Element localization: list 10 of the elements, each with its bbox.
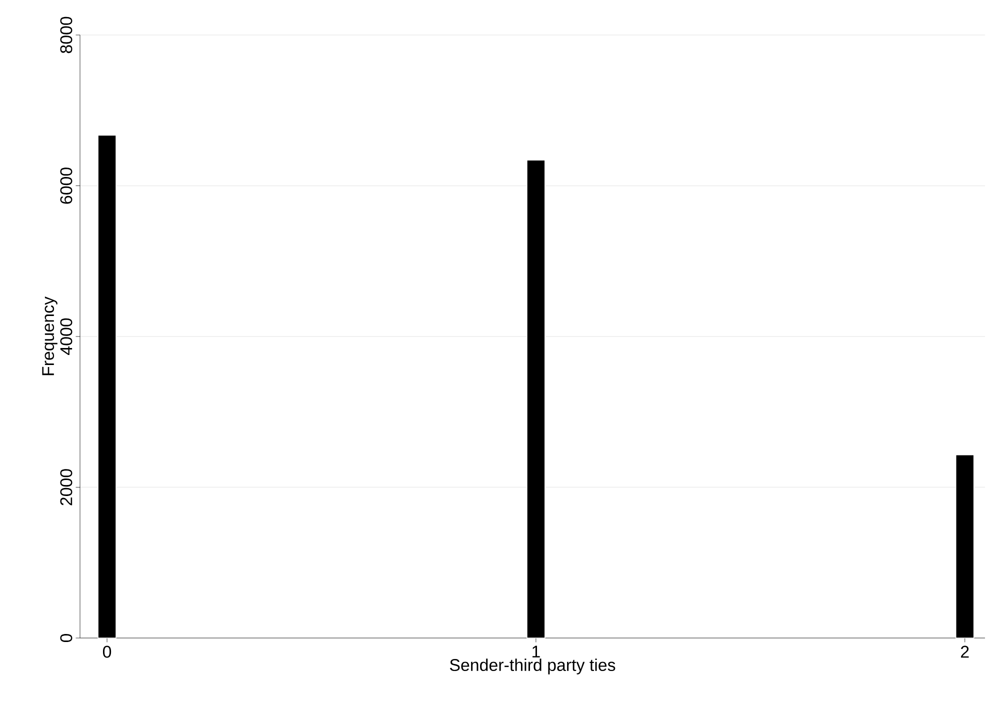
x-tick-label: 1 (532, 646, 540, 658)
x-tick-label: 2 (961, 646, 969, 658)
y-tick-label: 6000 (60, 168, 72, 204)
y-tick-label: 0 (60, 634, 72, 642)
x-axis-title: Sender-third party ties (450, 658, 616, 674)
x-tick-label: 0 (102, 646, 112, 658)
y-tick-label: 2000 (60, 469, 72, 506)
y-tick-label: 8000 (60, 16, 72, 54)
y-tick-label: 4000 (60, 318, 72, 355)
y-axis-title: Frequency (42, 296, 58, 376)
